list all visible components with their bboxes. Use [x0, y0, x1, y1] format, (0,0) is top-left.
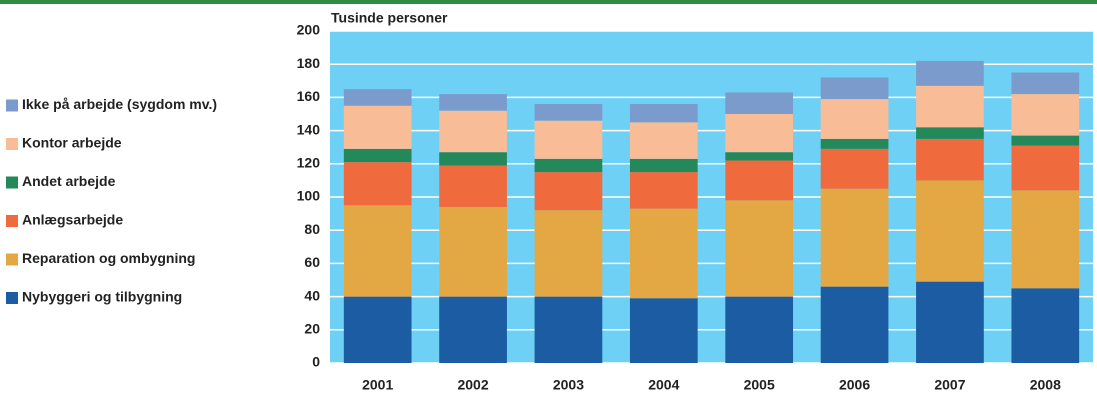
y-tick-label: 160 — [297, 88, 321, 104]
bar-segment — [534, 120, 603, 159]
bar-segment — [916, 281, 984, 363]
y-tick-label: 100 — [297, 188, 321, 204]
bar-segment — [916, 85, 984, 128]
legend-swatch — [6, 215, 18, 227]
bar-segment — [343, 148, 412, 163]
y-tick-label: 140 — [297, 121, 321, 137]
bar-segment — [725, 114, 794, 153]
bar-segment — [343, 89, 412, 106]
bar-segment — [629, 208, 698, 299]
bar-segment — [629, 122, 698, 159]
x-tick-label: 2007 — [934, 377, 965, 393]
bar-segment — [820, 286, 889, 363]
bar-segment — [439, 206, 507, 297]
bar-segment — [1011, 72, 1080, 95]
legend-swatch — [6, 138, 18, 150]
bar-segment — [1011, 145, 1080, 191]
y-tick-label: 80 — [304, 221, 320, 237]
bar-segment — [629, 298, 698, 363]
bar-segment — [725, 92, 794, 114]
bar-segment — [916, 60, 984, 86]
bar-segment — [439, 94, 507, 111]
legend-label: Nybyggeri og tilbygning — [22, 289, 182, 305]
bar-segment — [343, 205, 412, 297]
y-tick-label: 0 — [312, 354, 320, 370]
x-tick-label: 2003 — [553, 377, 584, 393]
bar-segment — [820, 99, 889, 139]
y-tick-label: 60 — [304, 254, 320, 270]
bar-segment — [725, 152, 794, 161]
x-tick-label: 2005 — [744, 377, 775, 393]
legend-swatch — [6, 253, 18, 266]
bar-segment — [916, 180, 984, 282]
bar-segment — [534, 210, 603, 297]
bar-segment — [439, 296, 507, 363]
bar-segment — [343, 296, 412, 363]
bar-segment — [916, 127, 984, 139]
bar-segment — [725, 160, 794, 201]
legend-label: Reparation og ombygning — [22, 250, 195, 266]
y-tick-label: 120 — [297, 155, 321, 171]
legend-swatch — [6, 176, 18, 189]
chart-title: Tusinde personer — [331, 10, 448, 26]
bar-segment — [629, 104, 698, 123]
y-tick-label: 180 — [297, 55, 321, 71]
bar-segment — [629, 172, 698, 209]
legend-label: Ikke på arbejde (sygdom mv.) — [22, 96, 217, 112]
y-tick-label: 40 — [304, 287, 320, 303]
legend-label: Kontor arbejde — [22, 135, 122, 151]
bar-segment — [439, 152, 507, 166]
legend-swatch — [6, 292, 18, 304]
legend-swatch — [6, 99, 18, 112]
bar-segment — [629, 158, 698, 173]
bar-segment — [916, 138, 984, 181]
bar-segment — [343, 162, 412, 206]
bar-segment — [1011, 190, 1080, 289]
bar-segment — [439, 165, 507, 207]
bar-segment — [820, 138, 889, 149]
bar-segment — [534, 296, 603, 363]
bar-segment — [534, 172, 603, 211]
bar-segment — [534, 104, 603, 121]
bar-segment — [820, 188, 889, 287]
bar-segment — [1011, 135, 1080, 146]
bar-segment — [725, 200, 794, 297]
y-tick-label: 20 — [304, 321, 320, 337]
legend-label: Anlægsarbejde — [22, 212, 123, 228]
bar-segment — [534, 158, 603, 173]
x-tick-label: 2006 — [839, 377, 870, 393]
bar-segment — [343, 105, 412, 149]
bar-segment — [820, 77, 889, 100]
bar-segment — [1011, 288, 1080, 363]
top-rule — [0, 0, 1097, 4]
x-tick-label: 2002 — [457, 377, 488, 393]
bar-segment — [1011, 94, 1080, 136]
bar-segment — [439, 110, 507, 153]
x-tick-label: 2008 — [1030, 377, 1061, 393]
x-tick-label: 2001 — [362, 377, 393, 393]
bar-segment — [820, 148, 889, 189]
legend-label: Andet arbejde — [22, 173, 116, 189]
bar-segment — [725, 296, 794, 363]
y-tick-label: 200 — [297, 22, 321, 38]
x-tick-label: 2004 — [648, 377, 679, 393]
